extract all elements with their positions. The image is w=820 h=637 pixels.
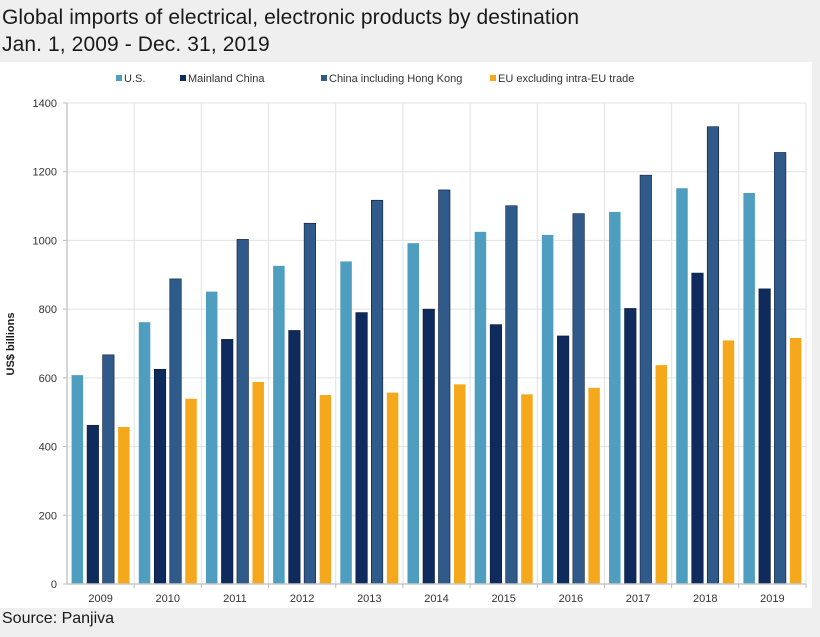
axes: 0 200 400 600 800 1000 1200 1400 2009 2010 2011 201… [33,98,807,605]
bar [221,339,234,585]
bar [422,308,435,585]
y-tick-label: 600 [39,373,57,385]
bar [169,278,182,585]
bar [407,243,419,585]
bar [153,368,167,585]
y-tick-label: 800 [39,304,57,316]
legend-item: China including Hong Kong [321,73,462,85]
legend-item: U.S. [116,73,145,85]
bar [505,205,518,585]
bar [609,211,621,584]
bar [676,188,688,584]
bar [118,426,130,584]
bar-chart: U.S. Mainland China China including Hong K… [5,73,807,605]
chart-title-line2: Jan. 1, 2009 - Dec. 31, 2019 [2,33,270,56]
bar [371,199,384,585]
gridlines [67,102,807,584]
y-tick-label: 1000 [33,235,57,247]
legend-item: EU excluding intra-EU trade [490,73,634,85]
bar [386,392,399,584]
bar [541,234,554,584]
y-tick-label: 1200 [33,167,57,179]
chart-title-line1: Global imports of electrical, electronic… [2,6,580,29]
bar [438,189,451,585]
bar [71,375,84,584]
chart-panel: U.S. Mainland China China including Hong K… [0,62,812,608]
x-tick-label: 2009 [88,593,112,605]
y-tick-label: 1400 [33,98,57,110]
bar [102,354,115,585]
x-tick-label: 2010 [156,593,180,605]
x-tick-label: 2017 [626,593,650,605]
source-note: Source: Panjiva [2,610,115,627]
legend-swatch [116,75,122,81]
x-tick-label: 2015 [491,593,515,605]
bar [655,365,668,584]
x-tick-label: 2019 [760,593,784,605]
bar [340,261,352,584]
bar [454,384,466,584]
bar [706,126,720,585]
legend-item: Mainland China [180,73,265,85]
bar [288,330,301,585]
x-tick-label: 2012 [290,593,314,605]
bar [588,387,600,584]
legend-label: EU excluding intra-EU trade [498,73,634,85]
bar [205,291,218,584]
bar [743,193,755,584]
legend-swatch [490,75,496,81]
legend-swatch [321,75,327,81]
bar [319,395,332,584]
y-tick-label: 200 [39,510,57,522]
legend-label: Mainland China [188,73,265,85]
bar [185,398,197,584]
x-tick-label: 2016 [559,593,583,605]
bar [138,322,151,584]
x-tick-label: 2011 [223,593,247,605]
x-tick-label: 2018 [693,593,717,605]
bar [691,272,704,585]
bar [774,152,787,585]
bars [71,126,802,585]
bar [236,239,249,585]
y-axis-label: US$ billions [5,313,17,376]
legend: U.S. Mainland China China including Hong K… [116,73,634,85]
bar [789,338,802,584]
bar [557,335,570,585]
bar [722,340,735,584]
x-tick-label: 2014 [424,593,448,605]
bar [252,381,264,584]
bar [489,324,502,585]
bar [355,312,368,585]
bar [521,394,533,584]
legend-swatch [180,75,186,81]
bar [639,174,652,585]
legend-label: China including Hong Kong [329,73,462,85]
bar [572,213,585,585]
bar [474,231,487,584]
bar [273,265,285,584]
bar [758,288,771,585]
bar [86,424,99,585]
bar [303,222,316,585]
legend-label: U.S. [124,73,145,85]
y-tick-label: 0 [51,579,57,591]
chart-title: Global imports of electrical, electronic… [2,4,579,58]
bar [624,308,637,585]
x-tick-label: 2013 [357,593,381,605]
y-tick-label: 400 [39,442,57,454]
